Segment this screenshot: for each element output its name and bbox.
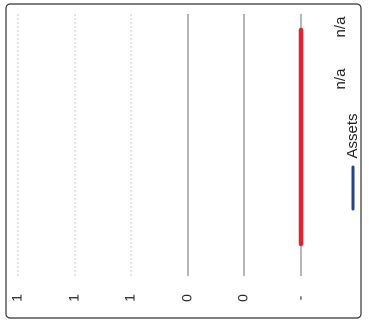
legend-label: n/a [332,68,349,90]
tick-label: 1 [122,294,138,302]
tick-labels: - 0 0 1 1 1 [9,294,308,302]
plot-area [5,3,362,319]
tick-label: 1 [66,294,82,302]
legend-label: Assets [344,113,361,158]
tick-label: 1 [9,294,25,302]
tick-label: 0 [235,294,251,302]
legend: n/a n/a Assets [332,16,361,211]
tick-label: - [292,295,308,300]
tick-label: 0 [179,294,195,302]
legend-label: n/a [332,16,349,38]
